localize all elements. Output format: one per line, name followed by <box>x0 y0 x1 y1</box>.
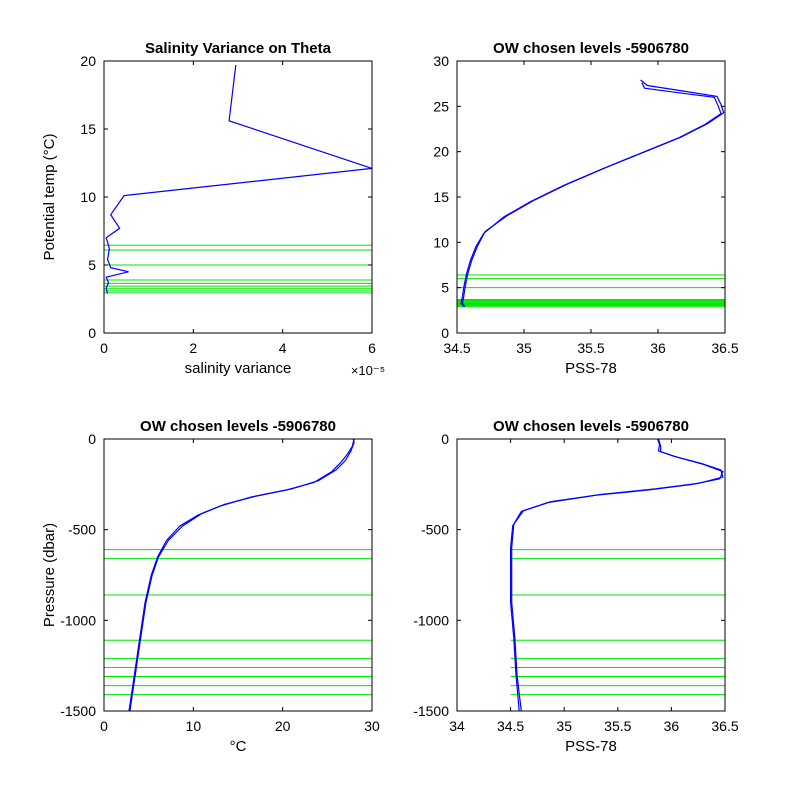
x-tick-label: 35.5 <box>604 718 631 734</box>
x-tick-label: 35.5 <box>577 340 604 356</box>
x-tick-label: 4 <box>279 340 287 356</box>
y-tick-label: -500 <box>68 522 96 538</box>
y-tick-label: 0 <box>88 431 96 447</box>
y-tick-label: 10 <box>433 234 449 250</box>
y-tick-label: 5 <box>441 280 449 296</box>
chart-title: Salinity Variance on Theta <box>145 40 332 57</box>
y-tick-label: 15 <box>433 189 449 205</box>
y-axis-label: Pressure (dbar) <box>41 523 58 627</box>
x-tick-label: 35 <box>556 718 572 734</box>
x-tick-label: 36.5 <box>711 340 738 356</box>
axes-frame <box>456 438 726 712</box>
x-axis-label: salinity variance <box>185 360 292 377</box>
y-tick-label: 20 <box>80 53 96 69</box>
profile-line-2 <box>461 79 725 308</box>
x-tick-label: 30 <box>364 718 380 734</box>
profile-line-2 <box>129 438 355 712</box>
x-tick-label: 34.5 <box>497 718 524 734</box>
x-tick-label: 0 <box>100 718 108 734</box>
y-tick-label: -500 <box>421 522 449 538</box>
y-axis-label: Potential temp (°C) <box>41 134 58 261</box>
axes-frame <box>103 438 373 712</box>
y-tick-label: 25 <box>433 98 449 114</box>
panel-s_p: 34 34.5 35 35.5 36 36.5 -1500 -1000 -500 0 OW chos… <box>413 418 739 755</box>
y-tick-label: 30 <box>433 53 449 69</box>
x-axis-label: °C <box>230 738 247 755</box>
x-axis-label: PSS-78 <box>565 738 617 755</box>
panel-salvar: 0 2 4 6 0 5 10 15 20 Salinity Variance on Theta sa… <box>41 40 385 378</box>
y-tick-label: 5 <box>88 257 96 273</box>
y-tick-label: 0 <box>88 325 96 341</box>
chart-title: OW chosen levels -5906780 <box>140 418 336 435</box>
y-tick-label: -1000 <box>413 612 449 628</box>
x-tick-label: 36 <box>664 718 680 734</box>
y-tick-label: 0 <box>441 325 449 341</box>
y-tick-label: 15 <box>80 121 96 137</box>
x-tick-label: 0 <box>100 340 108 356</box>
x-tick-label: 36 <box>650 340 666 356</box>
x-tick-label: 36.5 <box>711 718 738 734</box>
y-tick-label: 10 <box>80 189 96 205</box>
x-tick-label: 6 <box>368 340 376 356</box>
chart-title: OW chosen levels -5906780 <box>493 40 689 57</box>
x-tick-label: 34.5 <box>443 340 470 356</box>
x-tick-label: 20 <box>275 718 291 734</box>
y-tick-label: -1500 <box>413 703 449 719</box>
x-axis-multiplier: ×10⁻⁵ <box>351 363 385 378</box>
profile-line-1 <box>105 65 373 294</box>
x-tick-label: 10 <box>186 718 202 734</box>
y-tick-label: 0 <box>441 431 449 447</box>
chart-title: OW chosen levels -5906780 <box>493 418 689 435</box>
x-axis-label: PSS-78 <box>565 360 617 377</box>
y-tick-label: -1500 <box>60 703 96 719</box>
y-tick-label: -1000 <box>60 612 96 628</box>
x-tick-label: 34 <box>449 718 465 734</box>
panel-theta_s: 34.5 35 35.5 36 36.5 0 5 10 15 20 25 30 OW chosen le… <box>433 40 738 377</box>
x-tick-label: 35 <box>516 340 532 356</box>
y-tick-label: 20 <box>433 144 449 160</box>
panel-t_p: 0 10 20 30 -1500 -1000 -500 0 OW chosen levels -… <box>41 418 380 755</box>
x-tick-label: 2 <box>189 340 197 356</box>
profile-line-2 <box>511 438 724 712</box>
